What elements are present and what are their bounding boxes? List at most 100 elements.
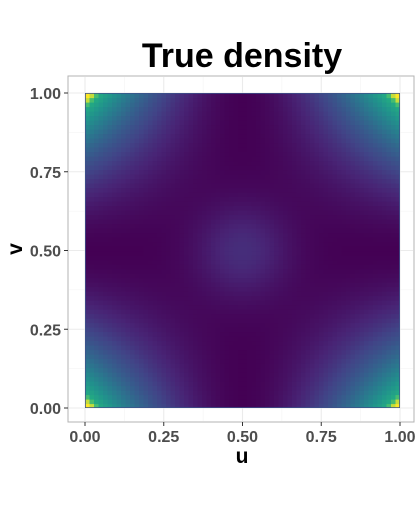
density-cell — [220, 129, 226, 135]
density-cell — [386, 331, 392, 337]
density-cell — [242, 223, 248, 229]
density-cell — [341, 102, 347, 108]
density-cell — [373, 304, 379, 310]
density-cell — [107, 394, 113, 400]
density-cell — [332, 403, 338, 408]
density-cell — [377, 237, 383, 243]
density-cell — [242, 367, 248, 373]
density-cell — [364, 295, 370, 301]
density-cell — [319, 219, 325, 225]
density-cell — [184, 210, 190, 216]
density-cell — [395, 232, 400, 238]
density-cell — [148, 367, 154, 373]
density-cell — [215, 187, 221, 193]
density-cell — [206, 196, 212, 202]
density-cell — [175, 255, 181, 261]
density-cell — [197, 282, 203, 288]
density-cell — [337, 255, 343, 261]
density-cell — [224, 97, 230, 103]
density-cell — [283, 286, 289, 292]
density-cell — [202, 165, 208, 171]
density-cell — [373, 264, 379, 270]
density-cell — [382, 205, 388, 211]
density-cell — [395, 178, 400, 184]
density-cell — [220, 214, 226, 220]
density-cell — [269, 313, 275, 319]
density-cell — [350, 394, 356, 400]
density-cell — [247, 291, 253, 297]
density-cell — [220, 403, 226, 408]
density-cell — [332, 196, 338, 202]
density-cell — [314, 129, 320, 135]
density-cell — [364, 399, 370, 405]
density-cell — [278, 169, 284, 175]
density-cell — [305, 291, 311, 297]
density-cell — [368, 169, 374, 175]
density-cell — [305, 237, 311, 243]
density-cell — [184, 322, 190, 328]
density-cell — [161, 327, 167, 333]
density-cell — [130, 255, 136, 261]
density-cell — [166, 106, 172, 112]
density-cell — [157, 174, 163, 180]
density-cell — [224, 142, 230, 148]
density-cell — [292, 354, 298, 360]
density-cell — [319, 124, 325, 130]
density-cell — [265, 273, 271, 279]
density-cell — [310, 232, 316, 238]
density-cell — [283, 142, 289, 148]
density-cell — [247, 232, 253, 238]
density-cell — [256, 142, 262, 148]
density-cell — [332, 178, 338, 184]
density-cell — [157, 151, 163, 157]
density-cell — [229, 390, 235, 396]
density-cell — [346, 187, 352, 193]
density-cell — [373, 241, 379, 247]
density-cell — [215, 97, 221, 103]
density-cell — [337, 205, 343, 211]
density-cell — [310, 228, 316, 234]
density-cell — [193, 192, 199, 198]
density-cell — [224, 327, 230, 333]
density-cell — [179, 273, 185, 279]
density-cell — [359, 394, 365, 400]
density-cell — [112, 111, 118, 117]
density-cell — [152, 327, 158, 333]
density-cell — [395, 390, 400, 396]
density-cell — [323, 102, 329, 108]
density-cell — [238, 201, 244, 207]
density-cell — [364, 291, 370, 297]
density-cell — [188, 142, 194, 148]
density-cell — [125, 214, 131, 220]
density-cell — [314, 403, 320, 408]
density-cell — [314, 399, 320, 405]
density-cell — [85, 273, 91, 279]
density-cell — [301, 219, 307, 225]
density-cell — [323, 300, 329, 306]
density-cell — [170, 381, 176, 387]
density-cell — [364, 250, 370, 256]
density-cell — [332, 93, 338, 99]
density-cell — [238, 151, 244, 157]
density-cell — [98, 223, 104, 229]
density-cell — [112, 345, 118, 351]
density-cell — [85, 277, 91, 283]
density-cell — [287, 106, 293, 112]
density-cell — [103, 142, 109, 148]
density-cell — [175, 169, 181, 175]
density-cell — [314, 349, 320, 355]
density-cell — [179, 358, 185, 364]
density-cell — [107, 223, 113, 229]
density-cell — [170, 169, 176, 175]
density-cell — [274, 354, 280, 360]
density-cell — [247, 214, 253, 220]
density-cell — [184, 354, 190, 360]
density-cell — [193, 142, 199, 148]
density-cell — [125, 133, 131, 139]
density-cell — [161, 291, 167, 297]
density-cell — [265, 165, 271, 171]
density-cell — [386, 192, 392, 198]
density-cell — [247, 259, 253, 265]
density-cell — [283, 160, 289, 166]
density-cell — [305, 255, 311, 261]
